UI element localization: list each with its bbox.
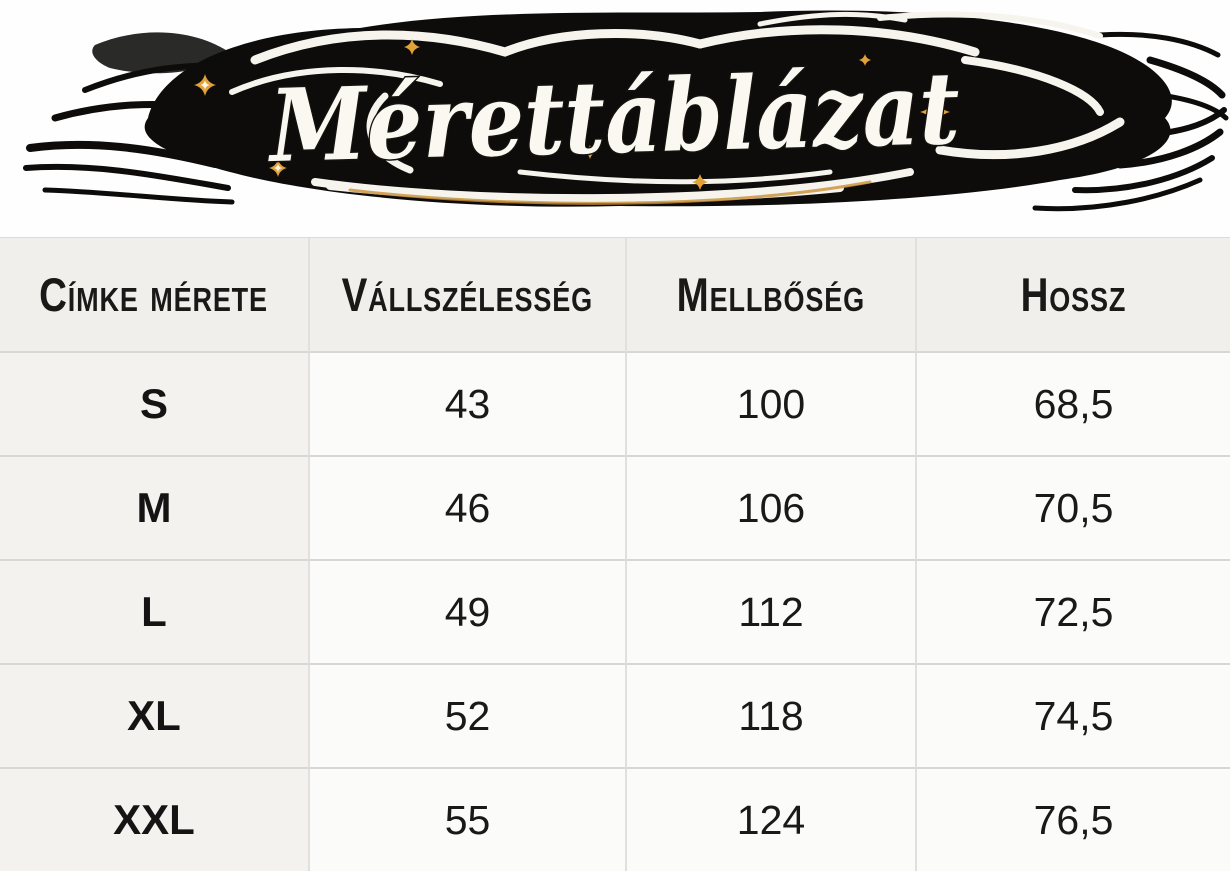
column-header-size: Címke mérete — [0, 238, 308, 353]
logo-title: Mérettáblázat — [266, 49, 961, 185]
shoulder-value: 43 — [444, 380, 491, 427]
chest-value: 118 — [738, 692, 804, 739]
column-header-chest: Mellbőség — [625, 238, 915, 353]
right-ink-tails — [1032, 31, 1229, 212]
gold-swash — [348, 180, 872, 205]
length-cell: 70,5 — [915, 457, 1230, 561]
chest-value: 106 — [736, 484, 806, 531]
chest-cell: 106 — [625, 457, 915, 561]
length-value: 74,5 — [1033, 692, 1114, 739]
shoulder-value: 52 — [444, 692, 491, 739]
column-header-label: Hossz — [1020, 268, 1127, 321]
size-name-cell: L — [0, 561, 308, 665]
logo-banner: Mérettáblázat — [0, 0, 1230, 237]
underline-swash — [311, 168, 914, 203]
column-header-label: Címke mérete — [39, 268, 269, 321]
size-name-cell: XXL — [0, 769, 308, 871]
shoulder-value: 49 — [444, 588, 491, 635]
shoulder-cell: 52 — [308, 665, 625, 769]
shoulder-cell: 43 — [308, 353, 625, 457]
chest-cell: 118 — [625, 665, 915, 769]
column-header-label: Mellbőség — [676, 268, 866, 321]
chest-value: 112 — [738, 588, 804, 635]
size-name-cell: XL — [0, 665, 308, 769]
size-name-cell: S — [0, 353, 308, 457]
shoulder-value: 55 — [444, 796, 491, 843]
size-name: L — [141, 588, 167, 635]
length-value: 68,5 — [1033, 380, 1114, 427]
length-cell: 76,5 — [915, 769, 1230, 871]
chest-value: 124 — [736, 796, 806, 843]
size-table: Címke mérete Vállszélesség Mellbőség Hos… — [0, 237, 1230, 871]
length-value: 76,5 — [1033, 796, 1114, 843]
size-name: S — [139, 380, 168, 427]
length-cell: 74,5 — [915, 665, 1230, 769]
size-name-cell: M — [0, 457, 308, 561]
shoulder-cell: 49 — [308, 561, 625, 665]
length-value: 70,5 — [1033, 484, 1114, 531]
column-header-length: Hossz — [915, 238, 1230, 353]
chest-cell: 124 — [625, 769, 915, 871]
shoulder-cell: 55 — [308, 769, 625, 871]
size-name: XL — [127, 692, 181, 739]
chest-cell: 112 — [625, 561, 915, 665]
length-value: 72,5 — [1033, 588, 1114, 635]
length-cell: 72,5 — [915, 561, 1230, 665]
logo-graphic: Mérettáblázat — [23, 10, 1229, 212]
column-header-shoulder: Vállszélesség — [308, 238, 625, 353]
size-name: M — [136, 484, 172, 531]
length-cell: 68,5 — [915, 353, 1230, 457]
size-name: XXL — [113, 796, 195, 843]
chest-value: 100 — [736, 380, 806, 427]
shoulder-cell: 46 — [308, 457, 625, 561]
shoulder-value: 46 — [444, 484, 491, 531]
chest-cell: 100 — [625, 353, 915, 457]
left-ink-tails — [23, 62, 235, 205]
column-header-label: Vállszélesség — [341, 268, 594, 321]
